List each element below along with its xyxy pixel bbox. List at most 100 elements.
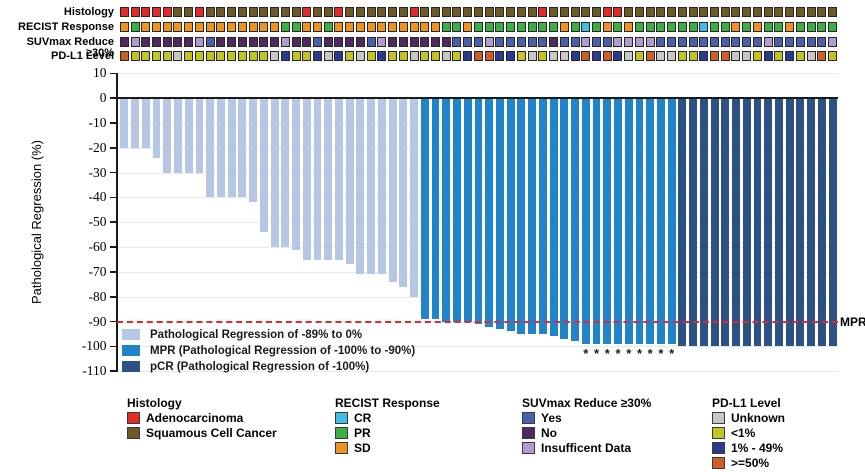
track-cell-histology — [334, 7, 344, 17]
patient-bar — [377, 98, 386, 275]
track-cell-recist-response — [280, 22, 290, 32]
track-cell-recist-response — [688, 22, 698, 32]
legend-item-label: Yes — [541, 411, 562, 425]
y-tick-label: -80 — [88, 288, 107, 304]
track-cell-suvmax-reduce — [280, 37, 290, 47]
legend-group-title: PD-L1 Level — [712, 396, 781, 410]
track-cell-pdl1-level — [699, 51, 709, 61]
track-cell-suvmax-reduce — [119, 37, 129, 47]
track-cell-suvmax-reduce — [173, 37, 183, 47]
track-cell-pdl1-level — [710, 51, 720, 61]
track-cell-pdl1-level — [141, 51, 151, 61]
y-tick-label: -70 — [88, 263, 107, 279]
y-tick-mark — [109, 246, 116, 248]
track-cell-histology — [398, 7, 408, 17]
legend-item-label: <1% — [731, 426, 756, 440]
y-tick-mark — [109, 196, 116, 199]
legend-item-swatch — [335, 427, 348, 439]
mpr-line-label: MPR — [840, 314, 865, 329]
track-cell-histology — [763, 7, 773, 17]
track-cell-suvmax-reduce — [774, 37, 784, 47]
track-cell-histology — [538, 7, 548, 17]
y-tick-label: -110 — [82, 363, 107, 379]
patient-bar — [485, 98, 494, 327]
legend-item-label: CR — [354, 411, 372, 425]
track-cell-pdl1-level — [731, 51, 741, 61]
track-cell-histology — [688, 7, 698, 17]
track-cell-histology — [119, 7, 129, 17]
y-tick-label: -40 — [88, 189, 107, 205]
track-cell-pdl1-level — [752, 51, 762, 61]
asterisk-marker: * — [636, 346, 642, 361]
legend-swatch-mpr — [122, 345, 140, 356]
track-cell-recist-response — [763, 22, 773, 32]
patient-bar — [367, 98, 376, 275]
track-cell-recist-response — [162, 22, 172, 32]
track-cell-pdl1-level — [184, 51, 194, 61]
track-cell-pdl1-level — [173, 51, 183, 61]
track-cell-pdl1-level — [581, 51, 591, 61]
track-cell-suvmax-reduce — [205, 37, 215, 47]
track-cell-suvmax-reduce — [763, 37, 773, 47]
track-cell-pdl1-level — [763, 51, 773, 61]
track-cell-recist-response — [312, 22, 322, 32]
legend-item-swatch — [712, 457, 725, 469]
track-cell-histology — [205, 7, 215, 17]
track-cell-pdl1-level — [388, 51, 398, 61]
track-cell-histology — [667, 7, 677, 17]
legend-item-label: PR — [354, 426, 371, 440]
track-cell-recist-response — [774, 22, 784, 32]
track-cell-histology — [441, 7, 451, 17]
gridline — [118, 371, 838, 373]
track-cell-recist-response — [828, 22, 838, 32]
track-cell-suvmax-reduce — [581, 37, 591, 47]
track-cell-recist-response — [624, 22, 634, 32]
track-cell-suvmax-reduce — [431, 37, 440, 47]
track-cell-suvmax-reduce — [377, 37, 387, 47]
track-cell-recist-response — [516, 22, 526, 32]
legend-label-mpr: MPR (Pathological Regression of -100% to… — [150, 344, 416, 357]
track-cell-recist-response — [194, 22, 204, 32]
track-cell-pdl1-level — [345, 51, 355, 61]
track-cell-histology — [591, 7, 601, 17]
track-cell-histology — [774, 7, 784, 17]
legend-item-label: >=50% — [731, 456, 770, 470]
asterisk-marker: * — [669, 346, 675, 361]
legend-item-swatch — [522, 412, 535, 424]
track-cell-suvmax-reduce — [495, 37, 505, 47]
patient-bar — [635, 98, 644, 344]
track-cell-suvmax-reduce — [624, 37, 634, 47]
track-cell-histology — [141, 7, 151, 17]
patient-bar — [732, 98, 740, 347]
track-cell-suvmax-reduce — [334, 37, 344, 47]
track-cell-histology — [806, 7, 816, 17]
track-cell-histology — [602, 7, 612, 17]
track-cell-pdl1-level — [559, 51, 569, 61]
patient-bar — [775, 98, 783, 347]
track-cell-suvmax-reduce — [312, 37, 322, 47]
track-cell-recist-response — [473, 22, 483, 32]
track-cell-recist-response — [141, 22, 151, 32]
patient-bar — [120, 98, 129, 148]
track-label-suvmax-reduce: SUVmax Reduce ≥30% — [26, 36, 114, 59]
patient-bar — [603, 98, 612, 344]
track-cell-histology — [559, 7, 569, 17]
y-tick-mark — [109, 370, 116, 372]
track-cell-recist-response — [377, 22, 387, 32]
track-cell-recist-response — [742, 22, 752, 32]
track-cell-recist-response — [559, 22, 569, 32]
patient-bar — [678, 98, 687, 347]
track-cell-histology — [785, 7, 795, 17]
track-cell-suvmax-reduce — [634, 37, 644, 47]
track-cell-suvmax-reduce — [248, 37, 258, 47]
asterisk-marker: * — [583, 346, 589, 361]
patient-bar — [463, 98, 472, 322]
track-cell-histology — [828, 7, 838, 17]
track-cell-pdl1-level — [431, 51, 440, 61]
track-cell-pdl1-level — [817, 51, 827, 61]
y-tick-label: -60 — [88, 239, 107, 255]
patient-bar — [624, 98, 633, 344]
patient-bar — [356, 98, 365, 275]
track-cell-suvmax-reduce — [677, 37, 687, 47]
track-cell-suvmax-reduce — [355, 37, 365, 47]
